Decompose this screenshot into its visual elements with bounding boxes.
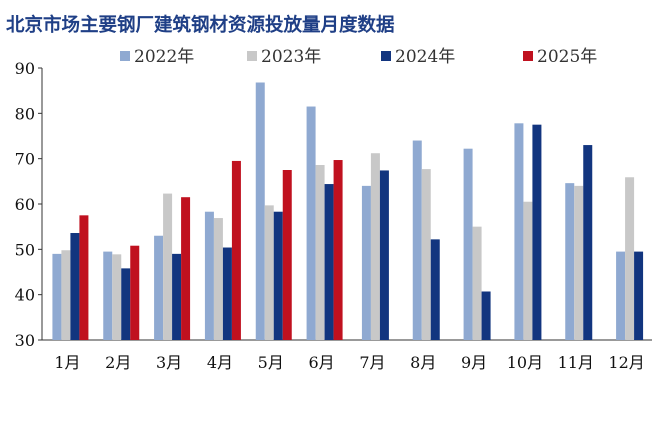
x-tick-label: 1月 [54,353,80,372]
bar-2023年-11月 [574,185,584,340]
bar-2025年-3月 [181,197,191,340]
y-tick-label: 70 [15,150,35,169]
legend-label: 2023年 [261,47,321,67]
bar-2023年-9月 [472,226,482,340]
bars [52,82,644,341]
bar-2024年-11月 [583,145,593,340]
legend-swatch [381,51,391,61]
x-tick-label: 2月 [105,353,131,372]
y-tick-label: 40 [15,286,35,305]
x-tick-label: 11月 [558,353,594,372]
bar-2023年-2月 [112,254,122,340]
bar-2025年-4月 [231,160,241,340]
x-tick-label: 12月 [608,353,644,372]
bar-2024年-5月 [273,211,283,340]
x-axis-ticks: 1月 2月 3月 4月 5月 6月 7月 8月 9月 10月 11月 12月 [54,353,644,372]
bar-2022年-7月 [361,185,371,340]
chart-title: 北京市场主要钢厂建筑钢材资源投放量月度数据 [6,14,395,36]
bar-2024年-1月 [70,233,80,340]
bar-2024年-2月 [121,268,131,340]
x-tick-label: 3月 [156,353,182,372]
bar-2024年-4月 [222,247,232,340]
bar-2025年-6月 [333,160,343,340]
bar-2023年-3月 [163,193,173,340]
y-tick-label: 60 [15,195,35,214]
bar-2024年-6月 [324,184,334,340]
y-axis-ticks: 30 40 50 60 70 80 90 [15,59,42,350]
bar-2024年-8月 [430,239,440,340]
bar-2022年-1月 [52,253,62,340]
legend: 2022年 2023年 2024年 2025年 [120,47,597,67]
bar-2023年-6月 [315,165,325,340]
bar-2024年-9月 [481,291,491,340]
bar-2023年-10月 [523,201,533,340]
legend-swatch [247,51,257,61]
bar-2024年-10月 [532,124,542,341]
x-tick-label: 10月 [507,353,543,372]
bar-2022年-3月 [154,235,164,340]
bar-2024年-12月 [634,251,644,340]
legend-label: 2025年 [537,47,597,67]
bar-2023年-1月 [61,250,71,340]
bar-2024年-7月 [379,170,389,340]
y-tick-label: 30 [15,331,35,350]
x-tick-label: 8月 [410,353,436,372]
x-tick-label: 6月 [308,353,334,372]
bar-2023年-12月 [625,177,635,340]
y-tick-label: 90 [15,59,35,78]
x-tick-label: 5月 [258,353,284,372]
bar-2023年-8月 [421,169,431,340]
bar-2022年-9月 [463,148,473,340]
legend-label: 2022年 [134,47,194,67]
bar-2025年-1月 [79,215,89,340]
bar-2022年-5月 [255,82,265,341]
bar-2023年-4月 [213,218,223,340]
bar-2023年-7月 [370,153,380,340]
bar-2022年-6月 [306,106,316,341]
x-tick-label: 7月 [359,353,385,372]
bar-2022年-8月 [412,140,422,340]
bar-2022年-12月 [616,251,626,340]
legend-swatch [523,51,533,61]
bar-2023年-5月 [264,205,274,340]
bar-2022年-2月 [103,251,113,340]
bar-2022年-4月 [204,211,214,340]
bar-2022年-10月 [514,123,524,340]
bar-2022年-11月 [565,183,575,340]
y-tick-label: 80 [15,104,35,123]
bar-2024年-3月 [172,253,182,340]
legend-swatch [120,51,130,61]
legend-label: 2024年 [395,47,455,67]
x-tick-label: 9月 [461,353,487,372]
y-tick-label: 50 [15,240,35,259]
bar-2025年-5月 [282,170,292,340]
x-tick-label: 4月 [207,353,233,372]
bar-2025年-2月 [130,245,140,340]
